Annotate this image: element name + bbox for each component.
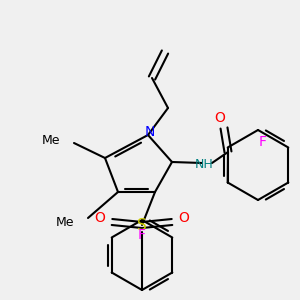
Text: F: F — [259, 135, 267, 149]
Text: N: N — [145, 125, 155, 139]
Text: S: S — [137, 218, 147, 232]
Text: NH: NH — [195, 158, 213, 172]
Text: Me: Me — [41, 134, 60, 148]
Text: F: F — [138, 228, 146, 242]
Text: O: O — [94, 211, 105, 225]
Text: Me: Me — [56, 217, 74, 230]
Text: O: O — [178, 211, 189, 225]
Text: O: O — [214, 111, 225, 125]
